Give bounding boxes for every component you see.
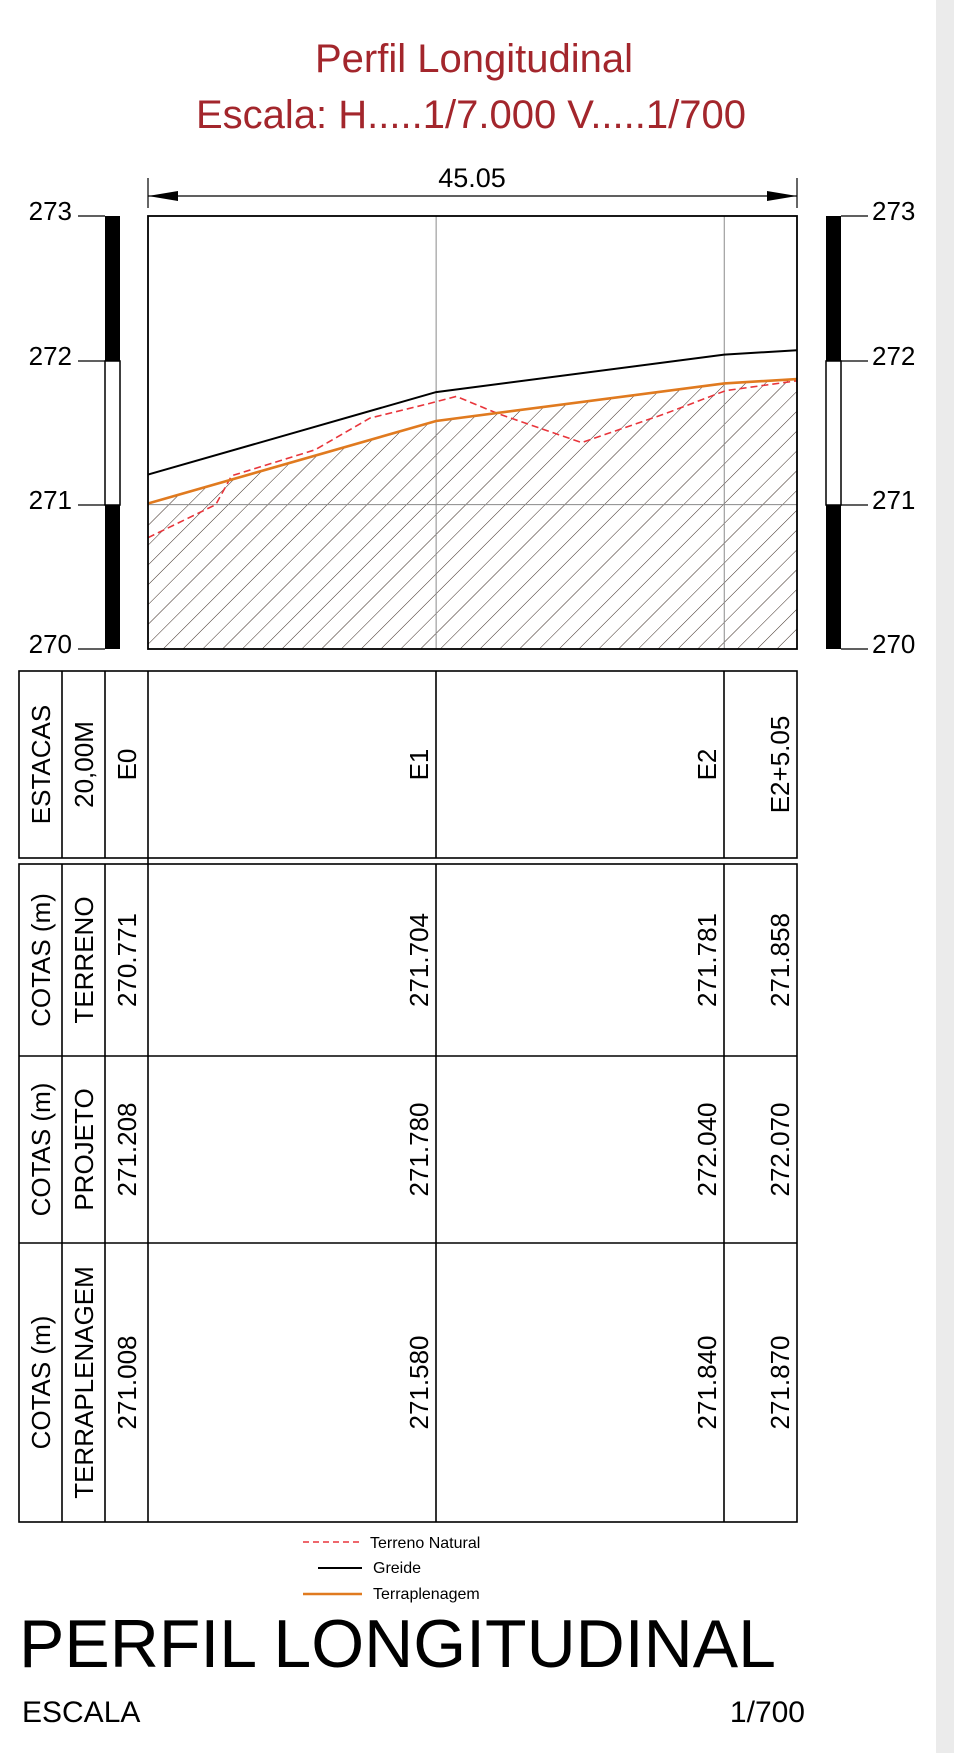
terreno-heading: COTAS (m) [26, 893, 56, 1027]
terreno-value-e1: 271.704 [404, 913, 434, 1007]
legend-label-terreno: Terreno Natural [370, 1535, 480, 1552]
row-terraplenagem: COTAS (m) TERRAPLENAGEM 271.008 271.580 … [26, 1266, 795, 1499]
terraplenagem-value-end: 271.870 [765, 1336, 795, 1430]
projeto-value-end: 272.070 [765, 1103, 795, 1197]
station-e1: E1 [404, 749, 434, 781]
plot-frame [147, 215, 798, 650]
elev-tick-273-left: 273 [29, 196, 72, 226]
length-label: 45.05 [438, 163, 506, 193]
legend-label-greide: Greide [373, 1560, 421, 1577]
station-e2-plus: E2+5.05 [765, 716, 795, 814]
terreno-subheading: TERRENO [69, 896, 99, 1023]
fill-area [148, 379, 797, 649]
station-e2: E2 [692, 749, 722, 781]
profile-plot [147, 215, 798, 650]
elev-tick-273-right: 273 [872, 196, 915, 226]
footer-scale-value: 1/700 [730, 1696, 805, 1729]
row-estacas: ESTACAS 20,00M E0 E1 E2 E2+5.05 [26, 705, 795, 824]
plot-gridlines [148, 216, 797, 649]
elevation-scale-right: 273 272 271 270 [825, 196, 915, 659]
elevation-scale-left: 273 272 271 270 [29, 196, 121, 659]
arrow-left-icon [148, 191, 178, 201]
footer-scale-label: ESCALA [22, 1696, 140, 1729]
row-terreno: COTAS (m) TERRENO 270.771 271.704 271.78… [26, 893, 795, 1027]
projeto-subheading: PROJETO [69, 1088, 99, 1210]
length-dimension: 45.05 [147, 163, 798, 208]
legend-label-terraplenagem: Terraplenagem [373, 1586, 480, 1603]
elev-tick-272-right: 272 [872, 341, 915, 371]
estacas-subheading: 20,00M [69, 721, 99, 808]
footer-title: PERFIL LONGITUDINAL [19, 1606, 776, 1682]
elev-tick-271-left: 271 [29, 485, 72, 515]
projeto-value-e1: 271.780 [404, 1103, 434, 1197]
terraplenagem-heading: COTAS (m) [26, 1316, 56, 1450]
elev-tick-270-left: 270 [29, 629, 72, 659]
projeto-value-e0: 271.208 [112, 1103, 142, 1197]
terreno-value-end: 271.858 [765, 913, 795, 1007]
elev-tick-272-left: 272 [29, 341, 72, 371]
terraplenagem-line [147, 377, 798, 505]
terraplenagem-value-e2: 271.840 [692, 1336, 722, 1430]
header-scale: Escala: H.....1/7.000 V.....1/700 [196, 93, 746, 137]
elev-tick-271-right: 271 [872, 485, 915, 515]
page-margin-bar [936, 0, 954, 1753]
station-e0: E0 [112, 749, 142, 781]
elev-tick-270-right: 270 [872, 629, 915, 659]
header-title: Perfil Longitudinal [315, 37, 633, 81]
legend: Terreno Natural Greide Terraplenagem [303, 1535, 480, 1603]
estacas-heading: ESTACAS [26, 705, 56, 824]
terreno-value-e0: 270.771 [112, 913, 142, 1007]
terraplenagem-value-e0: 271.008 [112, 1336, 142, 1430]
projeto-value-e2: 272.040 [692, 1103, 722, 1197]
arrow-right-icon [767, 191, 797, 201]
terreno-value-e2: 271.781 [692, 913, 722, 1007]
terraplenagem-subheading: TERRAPLENAGEM [69, 1266, 99, 1499]
terraplenagem-value-e1: 271.580 [404, 1336, 434, 1430]
greide-line [147, 349, 798, 476]
projeto-heading: COTAS (m) [26, 1083, 56, 1217]
profile-table [18, 670, 798, 1523]
row-projeto: COTAS (m) PROJETO 271.208 271.780 272.04… [26, 1083, 795, 1217]
